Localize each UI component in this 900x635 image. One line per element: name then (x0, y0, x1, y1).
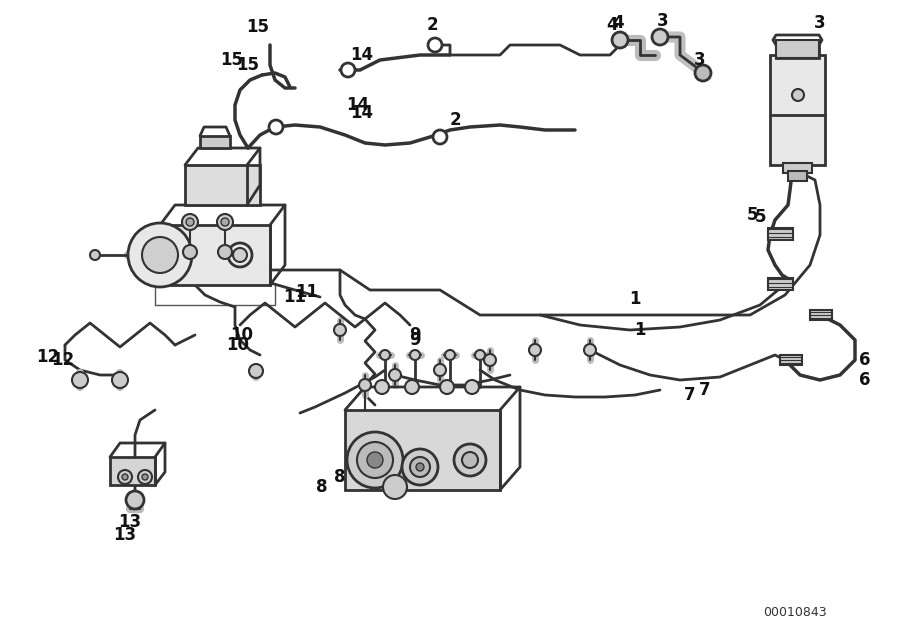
Circle shape (90, 250, 100, 260)
Circle shape (410, 457, 430, 477)
Circle shape (434, 364, 446, 376)
Text: 10: 10 (230, 326, 254, 344)
Circle shape (72, 372, 88, 388)
Bar (776, 40, 819, 58)
Circle shape (484, 354, 496, 366)
Circle shape (475, 350, 485, 360)
Text: 6: 6 (860, 371, 871, 389)
Bar (768, 278, 793, 290)
Circle shape (416, 463, 424, 471)
Circle shape (529, 344, 541, 356)
Text: 10: 10 (227, 336, 249, 354)
Bar (810, 310, 832, 320)
Circle shape (440, 380, 454, 394)
Circle shape (142, 474, 148, 480)
Text: 8: 8 (316, 478, 328, 496)
Text: 12: 12 (51, 351, 75, 369)
Text: 7: 7 (699, 381, 711, 399)
Bar (768, 228, 793, 240)
Text: 9: 9 (410, 326, 421, 344)
Text: 4: 4 (612, 14, 624, 32)
Text: 2: 2 (427, 16, 437, 34)
Circle shape (347, 432, 403, 488)
Text: 12: 12 (36, 348, 59, 366)
Text: 13: 13 (119, 513, 141, 531)
Bar (780, 355, 802, 365)
Circle shape (433, 130, 447, 144)
Bar (200, 136, 230, 148)
Circle shape (138, 470, 152, 484)
Circle shape (359, 379, 371, 391)
Text: 7: 7 (684, 386, 696, 404)
Text: 8: 8 (334, 468, 346, 486)
Text: 3: 3 (814, 14, 826, 32)
Circle shape (462, 452, 478, 468)
Circle shape (186, 218, 194, 226)
Circle shape (221, 218, 229, 226)
Circle shape (112, 372, 128, 388)
Text: 5: 5 (754, 208, 766, 226)
Circle shape (183, 245, 197, 259)
Text: 14: 14 (350, 104, 374, 122)
Circle shape (341, 63, 355, 77)
Circle shape (445, 350, 455, 360)
Text: 9: 9 (410, 331, 421, 349)
Bar (160, 225, 270, 285)
Circle shape (380, 350, 390, 360)
Bar (185, 165, 260, 205)
Circle shape (405, 380, 419, 394)
Circle shape (584, 344, 596, 356)
Circle shape (383, 475, 407, 499)
Text: 11: 11 (295, 283, 319, 301)
Circle shape (454, 444, 486, 476)
Circle shape (118, 470, 132, 484)
Text: 14: 14 (346, 96, 370, 114)
Circle shape (217, 214, 233, 230)
Text: 00010843: 00010843 (763, 606, 827, 620)
Bar (110, 457, 155, 485)
Circle shape (218, 245, 232, 259)
Circle shape (142, 237, 178, 273)
Text: 4: 4 (607, 16, 617, 34)
Circle shape (375, 380, 389, 394)
Circle shape (612, 32, 628, 48)
Text: 15: 15 (220, 51, 244, 69)
Text: 11: 11 (284, 288, 307, 306)
Circle shape (126, 491, 144, 509)
Bar (776, 40, 819, 58)
Text: 2: 2 (449, 111, 461, 129)
Text: 1: 1 (629, 290, 641, 308)
Circle shape (792, 89, 804, 101)
Text: 6: 6 (860, 351, 871, 369)
Text: 3: 3 (657, 12, 669, 30)
Text: 3: 3 (694, 51, 706, 69)
Circle shape (428, 38, 442, 52)
Text: 14: 14 (350, 46, 374, 64)
Bar (770, 55, 825, 165)
Circle shape (249, 364, 263, 378)
Circle shape (357, 442, 393, 478)
Circle shape (389, 369, 401, 381)
Text: 13: 13 (113, 526, 137, 544)
Text: 15: 15 (237, 56, 259, 74)
Circle shape (128, 223, 192, 287)
Bar (783, 163, 812, 173)
Circle shape (652, 29, 668, 45)
Ellipse shape (233, 248, 247, 262)
Bar (788, 171, 807, 181)
Circle shape (402, 449, 438, 485)
Circle shape (465, 380, 479, 394)
Circle shape (334, 324, 346, 336)
Circle shape (367, 452, 383, 468)
Circle shape (269, 120, 283, 134)
Bar (345, 410, 500, 490)
Ellipse shape (228, 243, 252, 267)
Circle shape (122, 474, 128, 480)
Text: 1: 1 (634, 321, 646, 339)
Circle shape (695, 65, 711, 81)
Text: 15: 15 (247, 18, 269, 36)
Circle shape (410, 350, 420, 360)
Text: 5: 5 (747, 206, 759, 224)
Circle shape (182, 214, 198, 230)
